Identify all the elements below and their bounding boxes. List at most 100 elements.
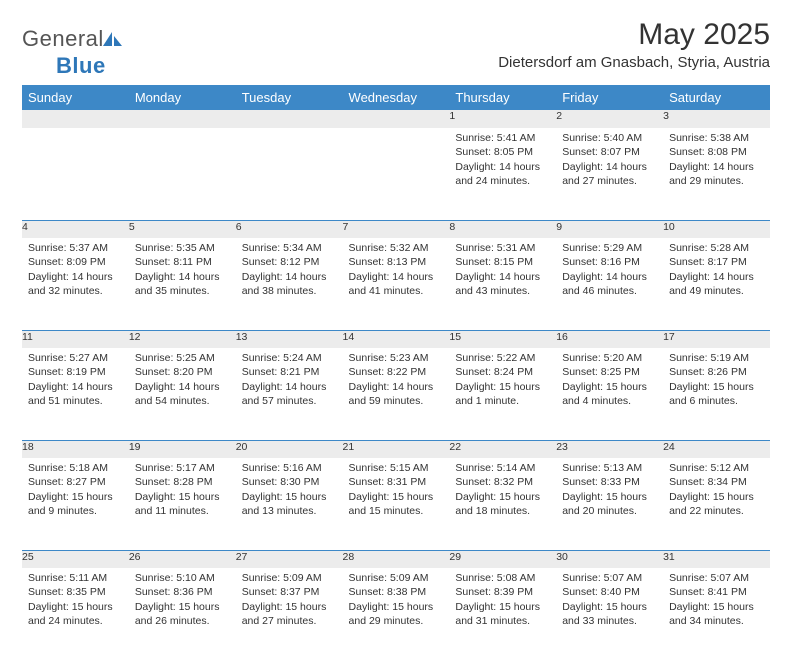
header: GeneralBlue May 2025 Dietersdorf am Gnas… [22,18,770,79]
daylight-line: Daylight: 15 hours and 11 minutes. [135,490,230,518]
day-content: Sunrise: 5:27 AMSunset: 8:19 PMDaylight:… [22,348,129,408]
day-content: Sunrise: 5:16 AMSunset: 8:30 PMDaylight:… [236,458,343,518]
day-number: 20 [236,440,343,458]
day-number: 29 [449,550,556,568]
calendar-head: SundayMondayTuesdayWednesdayThursdayFrid… [22,85,770,110]
day-number: 16 [556,330,663,348]
sunrise-line: Sunrise: 5:09 AM [242,571,337,585]
logo-sail-icon [102,27,124,53]
daylight-line: Daylight: 15 hours and 27 minutes. [242,600,337,628]
sunrise-line: Sunrise: 5:20 AM [562,351,657,365]
sunrise-line: Sunrise: 5:32 AM [349,241,444,255]
month-title: May 2025 [498,18,770,52]
day-cell: Sunrise: 5:15 AMSunset: 8:31 PMDaylight:… [343,458,450,550]
day-cell: Sunrise: 5:16 AMSunset: 8:30 PMDaylight:… [236,458,343,550]
sunrise-line: Sunrise: 5:41 AM [455,131,550,145]
daylight-line: Daylight: 15 hours and 31 minutes. [455,600,550,628]
day-content: Sunrise: 5:40 AMSunset: 8:07 PMDaylight:… [556,128,663,188]
day-cell: Sunrise: 5:13 AMSunset: 8:33 PMDaylight:… [556,458,663,550]
day-header-row: SundayMondayTuesdayWednesdayThursdayFrid… [22,85,770,110]
daylight-line: Daylight: 14 hours and 38 minutes. [242,270,337,298]
sunset-line: Sunset: 8:16 PM [562,255,657,269]
daylight-line: Daylight: 14 hours and 27 minutes. [562,160,657,188]
day-cell: Sunrise: 5:11 AMSunset: 8:35 PMDaylight:… [22,568,129,660]
sunrise-line: Sunrise: 5:16 AM [242,461,337,475]
day-number: 10 [663,220,770,238]
sunset-line: Sunset: 8:38 PM [349,585,444,599]
day-header-tuesday: Tuesday [236,85,343,110]
day-number: 23 [556,440,663,458]
sunrise-line: Sunrise: 5:12 AM [669,461,764,475]
daylight-line: Daylight: 14 hours and 49 minutes. [669,270,764,298]
calendar-page: GeneralBlue May 2025 Dietersdorf am Gnas… [0,0,792,660]
sunrise-line: Sunrise: 5:24 AM [242,351,337,365]
daylight-line: Daylight: 14 hours and 46 minutes. [562,270,657,298]
day-cell: Sunrise: 5:38 AMSunset: 8:08 PMDaylight:… [663,128,770,220]
day-content: Sunrise: 5:13 AMSunset: 8:33 PMDaylight:… [556,458,663,518]
day-header-thursday: Thursday [449,85,556,110]
day-cell: Sunrise: 5:27 AMSunset: 8:19 PMDaylight:… [22,348,129,440]
day-number: 19 [129,440,236,458]
day-content: Sunrise: 5:07 AMSunset: 8:40 PMDaylight:… [556,568,663,628]
sunrise-line: Sunrise: 5:08 AM [455,571,550,585]
sunrise-line: Sunrise: 5:34 AM [242,241,337,255]
day-content: Sunrise: 5:22 AMSunset: 8:24 PMDaylight:… [449,348,556,408]
daylight-line: Daylight: 15 hours and 29 minutes. [349,600,444,628]
sunrise-line: Sunrise: 5:31 AM [455,241,550,255]
day-content: Sunrise: 5:19 AMSunset: 8:26 PMDaylight:… [663,348,770,408]
daylight-line: Daylight: 14 hours and 59 minutes. [349,380,444,408]
day-content: Sunrise: 5:10 AMSunset: 8:36 PMDaylight:… [129,568,236,628]
sunrise-line: Sunrise: 5:18 AM [28,461,123,475]
sunset-line: Sunset: 8:26 PM [669,365,764,379]
day-header-wednesday: Wednesday [343,85,450,110]
week-content-row: Sunrise: 5:41 AMSunset: 8:05 PMDaylight:… [22,128,770,220]
location: Dietersdorf am Gnasbach, Styria, Austria [498,54,770,71]
sunset-line: Sunset: 8:07 PM [562,145,657,159]
sunset-line: Sunset: 8:28 PM [135,475,230,489]
week-content-row: Sunrise: 5:27 AMSunset: 8:19 PMDaylight:… [22,348,770,440]
day-content: Sunrise: 5:31 AMSunset: 8:15 PMDaylight:… [449,238,556,298]
day-number: 31 [663,550,770,568]
daylight-line: Daylight: 15 hours and 20 minutes. [562,490,657,518]
week-numrow: 45678910 [22,220,770,238]
sunrise-line: Sunrise: 5:29 AM [562,241,657,255]
day-cell: Sunrise: 5:35 AMSunset: 8:11 PMDaylight:… [129,238,236,330]
sunrise-line: Sunrise: 5:07 AM [562,571,657,585]
daylight-line: Daylight: 15 hours and 24 minutes. [28,600,123,628]
day-number: 4 [22,220,129,238]
day-number: 13 [236,330,343,348]
week-numrow: 18192021222324 [22,440,770,458]
day-cell: Sunrise: 5:23 AMSunset: 8:22 PMDaylight:… [343,348,450,440]
day-number: 21 [343,440,450,458]
day-number: 22 [449,440,556,458]
sunrise-line: Sunrise: 5:15 AM [349,461,444,475]
day-cell: Sunrise: 5:34 AMSunset: 8:12 PMDaylight:… [236,238,343,330]
daylight-line: Daylight: 15 hours and 26 minutes. [135,600,230,628]
daylight-line: Daylight: 15 hours and 1 minute. [455,380,550,408]
sunset-line: Sunset: 8:37 PM [242,585,337,599]
day-number: 1 [449,110,556,128]
day-cell: Sunrise: 5:32 AMSunset: 8:13 PMDaylight:… [343,238,450,330]
day-cell [22,128,129,220]
week-numrow: 123 [22,110,770,128]
calendar-table: SundayMondayTuesdayWednesdayThursdayFrid… [22,85,770,660]
day-number: 3 [663,110,770,128]
title-block: May 2025 Dietersdorf am Gnasbach, Styria… [498,18,770,71]
day-number: 8 [449,220,556,238]
day-cell: Sunrise: 5:09 AMSunset: 8:37 PMDaylight:… [236,568,343,660]
sunset-line: Sunset: 8:30 PM [242,475,337,489]
daylight-line: Daylight: 15 hours and 18 minutes. [455,490,550,518]
sunrise-line: Sunrise: 5:22 AM [455,351,550,365]
sunset-line: Sunset: 8:08 PM [669,145,764,159]
day-number: 7 [343,220,450,238]
sunset-line: Sunset: 8:33 PM [562,475,657,489]
week-content-row: Sunrise: 5:18 AMSunset: 8:27 PMDaylight:… [22,458,770,550]
sunset-line: Sunset: 8:22 PM [349,365,444,379]
logo-text-gray: General [22,26,104,51]
day-number: 30 [556,550,663,568]
daylight-line: Daylight: 14 hours and 43 minutes. [455,270,550,298]
sunset-line: Sunset: 8:24 PM [455,365,550,379]
day-cell [129,128,236,220]
logo: GeneralBlue [22,18,124,79]
day-content: Sunrise: 5:28 AMSunset: 8:17 PMDaylight:… [663,238,770,298]
